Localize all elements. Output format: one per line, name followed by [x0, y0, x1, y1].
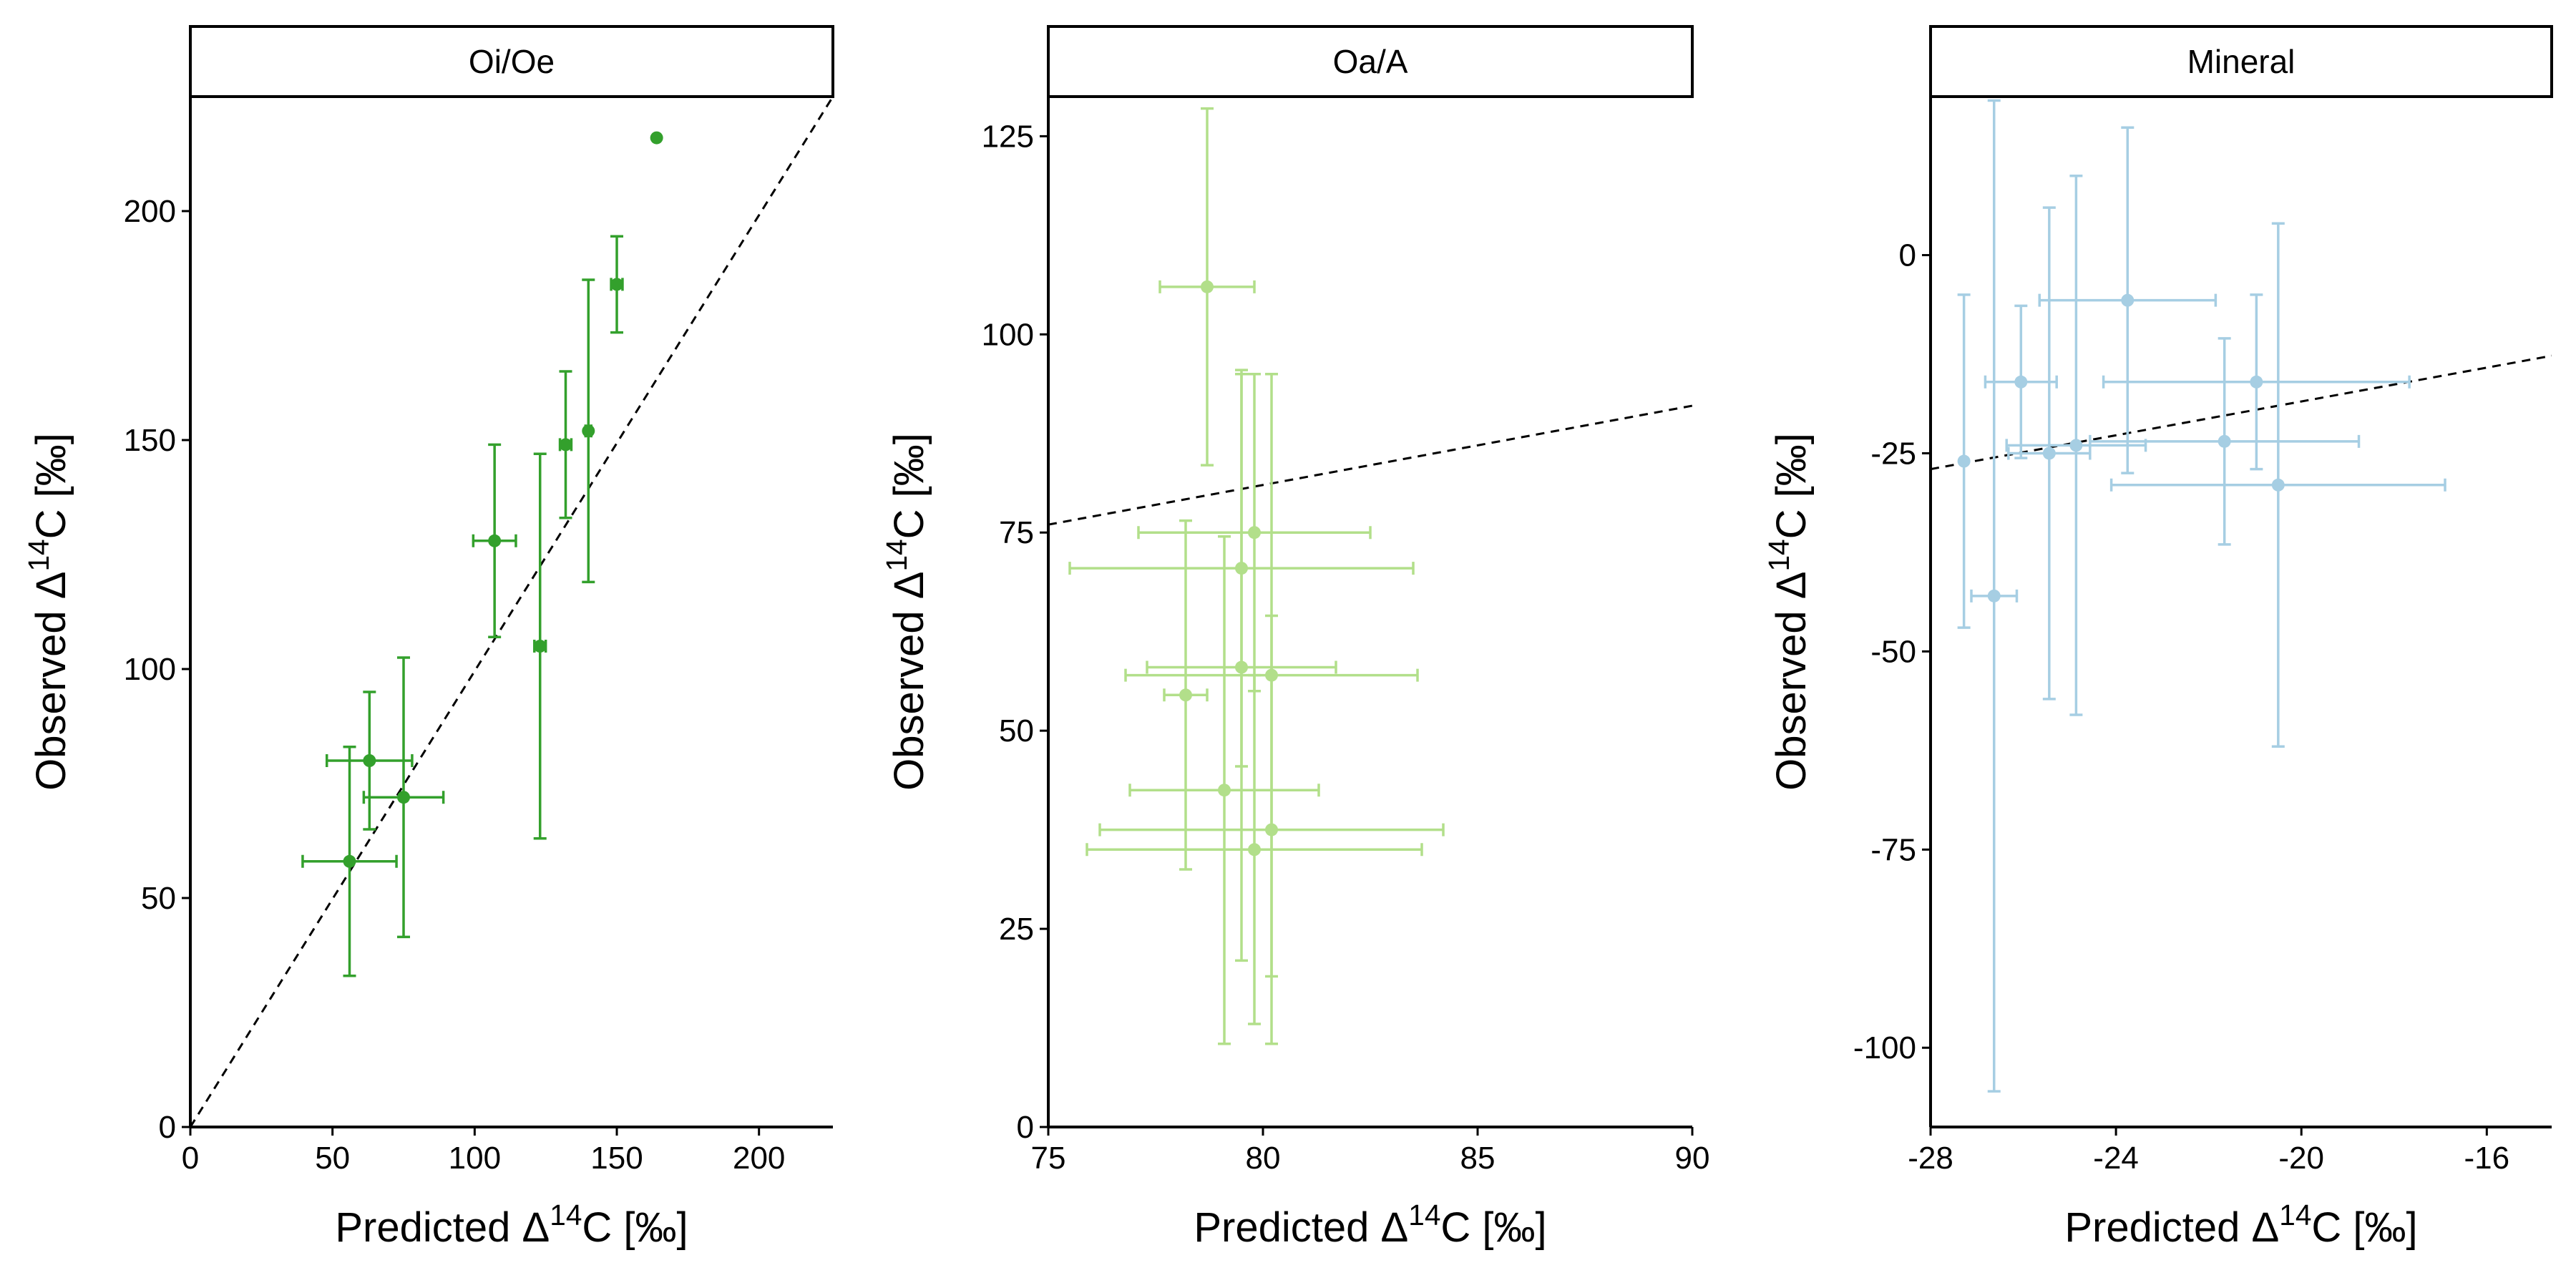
x-axis-title: Predicted Δ14C [‰] [1194, 1199, 1546, 1251]
y-tick-label: 150 [124, 423, 176, 458]
y-tick-label: 200 [124, 194, 176, 229]
point [1179, 688, 1192, 702]
point [2069, 439, 2083, 452]
y-tick-label: 100 [982, 317, 1034, 352]
point [2218, 434, 2231, 448]
reference-line [190, 97, 833, 1127]
point [2121, 293, 2135, 307]
strip [1047, 25, 1694, 98]
point [363, 754, 376, 767]
x-tick-label: 80 [1246, 1141, 1281, 1176]
point [2271, 478, 2285, 492]
point [1248, 526, 1261, 540]
y-tick-label: 125 [982, 119, 1034, 154]
strip [1929, 25, 2553, 98]
y-tick-label: 25 [999, 912, 1034, 947]
y-axis-title: Observed Δ14C [‰] [22, 433, 74, 791]
reference-line [1931, 354, 2552, 471]
point [1248, 843, 1261, 857]
point [582, 424, 595, 438]
point [1265, 823, 1278, 836]
point [559, 438, 572, 452]
y-tick-label: -100 [1853, 1030, 1916, 1065]
y-tick-label: 50 [999, 713, 1034, 748]
y-axis-title: Observed Δ14C [‰] [1762, 433, 1815, 791]
plot-area [190, 97, 833, 1127]
x-tick-label: 150 [590, 1141, 643, 1176]
x-tick-label: 90 [1675, 1141, 1710, 1176]
point [2014, 375, 2028, 389]
x-tick-label: -16 [2464, 1141, 2510, 1176]
x-tick-label: -20 [2278, 1141, 2324, 1176]
point [2042, 447, 2056, 460]
y-tick-label: 50 [141, 881, 176, 916]
y-tick-label: -75 [1870, 832, 1916, 867]
panel: Oa/A 0 25 50 75 100 125 75 80 85 90 Predicted Δ14C … [880, 25, 1710, 1251]
x-tick-label: -28 [1908, 1141, 1953, 1176]
plot-area [1931, 99, 2552, 1093]
y-tick-label: 100 [124, 652, 176, 687]
point [1218, 784, 1231, 797]
strip-title: Mineral [2187, 43, 2296, 80]
y-tick-label: -25 [1870, 436, 1916, 471]
y-tick-label: 75 [999, 515, 1034, 550]
point [2250, 375, 2263, 389]
x-tick-label: 0 [182, 1141, 199, 1176]
point [610, 278, 624, 291]
point [1957, 454, 1971, 468]
panel: Oi/Oe 0 50 100 150 200 0 50 100 150 200 Predicted Δ… [22, 25, 834, 1251]
strip-title: Oa/A [1333, 43, 1408, 80]
point [533, 640, 547, 653]
x-tick-label: 200 [733, 1141, 785, 1176]
x-tick-label: 100 [449, 1141, 501, 1176]
point [1201, 280, 1214, 293]
y-tick-label: 0 [1899, 238, 1916, 273]
point [343, 854, 356, 868]
x-tick-label: 75 [1031, 1141, 1066, 1176]
x-axis-title: Predicted Δ14C [‰] [335, 1199, 688, 1251]
y-tick-label: -50 [1870, 634, 1916, 669]
y-tick-label: 0 [1017, 1110, 1034, 1145]
x-tick-label: -24 [2093, 1141, 2139, 1176]
point [488, 534, 502, 547]
y-axis-title: Observed Δ14C [‰] [880, 433, 932, 791]
point [1235, 660, 1248, 674]
strip-title: Oi/Oe [469, 43, 555, 80]
point [650, 131, 663, 145]
strip [189, 25, 834, 98]
point [397, 791, 411, 804]
x-axis-title: Predicted Δ14C [‰] [2064, 1199, 2417, 1251]
plot-area [1048, 107, 1692, 1045]
reference-line [1048, 404, 1692, 526]
panel: Mineral -100 -75 -50 -25 0 -28 -24 -20 -16 Predict… [1762, 25, 2553, 1251]
x-tick-label: 50 [315, 1141, 350, 1176]
x-tick-label: 85 [1460, 1141, 1496, 1176]
y-tick-label: 0 [159, 1110, 176, 1145]
point [1987, 589, 2001, 602]
